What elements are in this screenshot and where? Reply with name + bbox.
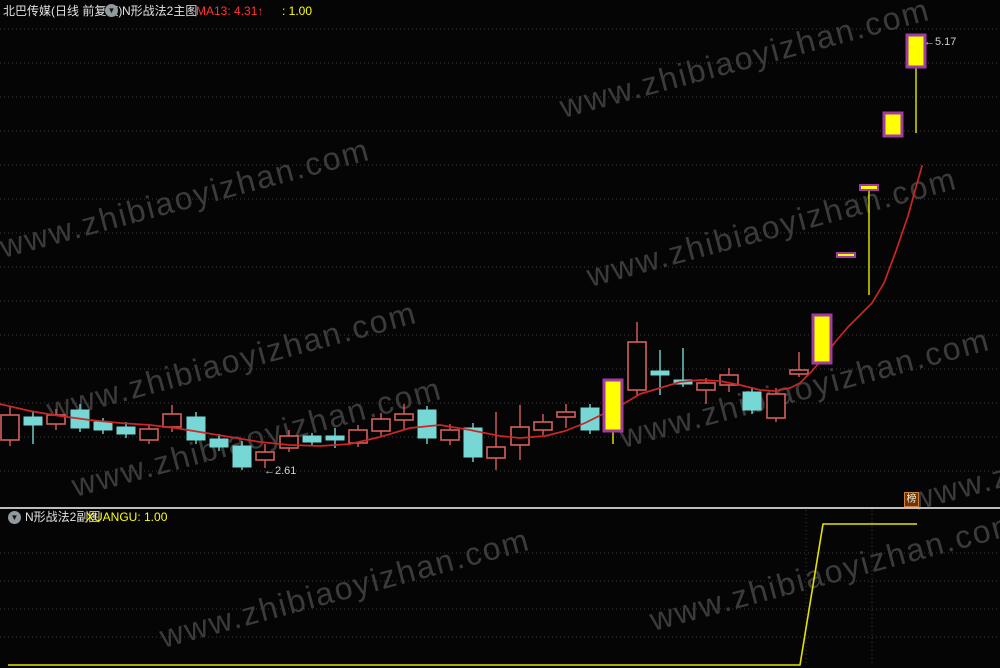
ma13-value-label: MA13: 4.31↑ xyxy=(196,4,264,18)
panel-divider[interactable] xyxy=(0,507,1000,509)
chevron-down-icon[interactable]: ▼ xyxy=(105,4,118,17)
chevron-down-icon[interactable]: ▼ xyxy=(8,511,21,524)
xuangu-value-label: XUANGU: 1.00 xyxy=(86,510,168,524)
ranking-badge[interactable]: 榜 xyxy=(904,492,919,507)
stock-title: 北巴传媒(日线 前复权) xyxy=(3,4,123,18)
main-indicator-name[interactable]: N形战法2主图 xyxy=(122,4,198,18)
indicator-extra-value: : 1.00 xyxy=(282,4,313,18)
sub-indicator-name[interactable]: N形战法2副图 xyxy=(25,510,101,524)
high-price-label: ←5.17 xyxy=(924,36,957,48)
low-price-label: ←2.61 xyxy=(264,465,297,477)
